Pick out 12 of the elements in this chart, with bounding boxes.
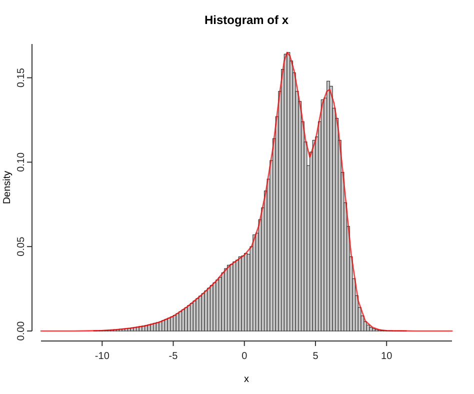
x-tick-label: -5 [168,351,178,362]
y-tick-label: 0.15 [16,68,27,88]
y-tick-label: 0.00 [16,320,27,341]
y-tick-label: 0.05 [16,236,27,256]
chart-title: Histogram of x [204,13,289,27]
x-tick-label: -10 [94,351,110,362]
x-tick-label: 5 [312,351,319,362]
x-axis-title: x [244,374,249,385]
y-tick-label: 0.10 [16,152,27,172]
x-tick-label: 0 [242,351,248,362]
x-tick-label: 10 [381,351,393,362]
y-axis-title: Density [2,170,13,204]
